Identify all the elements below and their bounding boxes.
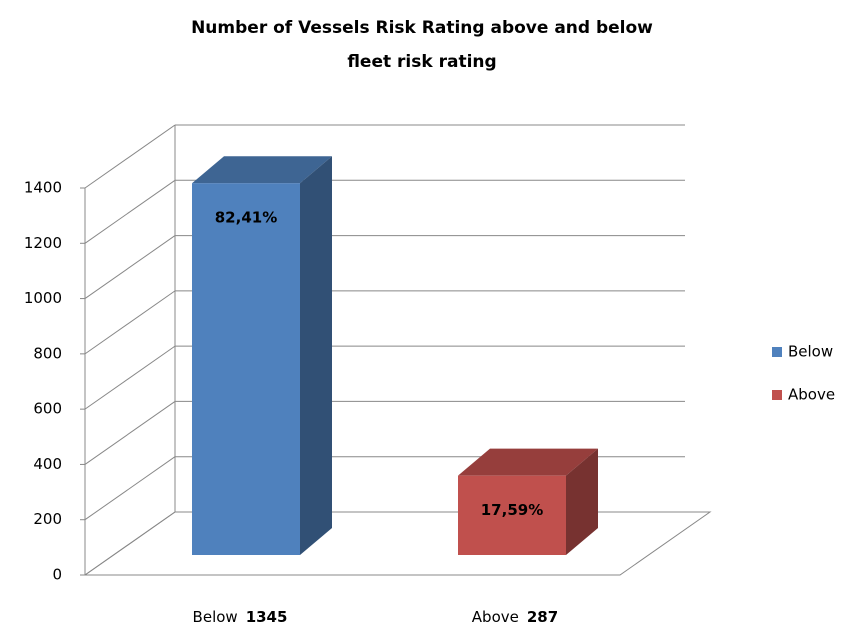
bar-top	[192, 156, 332, 184]
grid-line	[84, 401, 176, 465]
x-tick-label: Below 1345	[193, 608, 288, 626]
chart-title: Number of Vessels Risk Rating above and …	[191, 18, 653, 38]
legend-label: Above	[788, 386, 835, 404]
grid-line	[84, 235, 176, 299]
grid-line	[84, 179, 176, 244]
category-value: 287	[527, 608, 558, 626]
bar-side	[566, 448, 598, 555]
y-tick-label: 1000	[24, 289, 62, 307]
data-label: 82,41%	[215, 209, 277, 227]
y-tick-label: 400	[33, 455, 62, 473]
grid-line	[84, 290, 176, 355]
y-tick-label: 0	[52, 566, 62, 584]
bar	[192, 183, 300, 556]
legend-swatch	[772, 390, 782, 400]
y-tick-label: 1400	[24, 179, 62, 197]
legend-label: Below	[788, 343, 833, 361]
category-name: Above	[472, 608, 519, 626]
grid-line	[84, 124, 176, 189]
bar-top	[458, 448, 598, 476]
bar	[458, 475, 566, 555]
grid-line	[84, 456, 176, 521]
data-label: 17,59%	[481, 501, 543, 519]
category-name: Below	[193, 608, 238, 626]
floor	[83, 511, 712, 576]
chart-title: fleet risk rating	[347, 52, 496, 72]
y-tick-label: 600	[33, 400, 62, 418]
bar-side	[300, 156, 332, 556]
x-tick-label: Above 287	[472, 608, 558, 626]
y-tick-label: 1200	[24, 234, 62, 252]
category-value: 1345	[246, 608, 288, 626]
grid-line	[84, 511, 176, 576]
legend-swatch	[772, 347, 782, 357]
y-tick-label: 800	[33, 344, 62, 362]
grid-line	[84, 345, 176, 410]
y-tick-label: 200	[33, 510, 62, 528]
